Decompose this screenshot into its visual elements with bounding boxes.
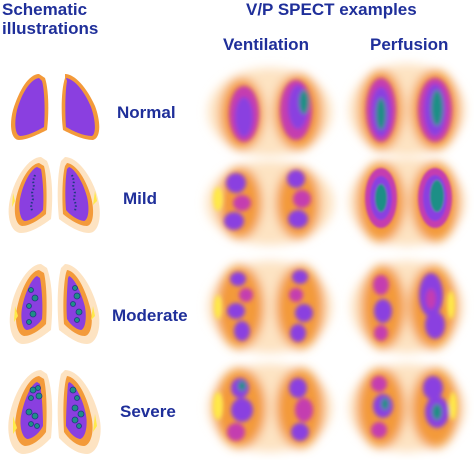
row-label-normal: Normal [117, 103, 176, 122]
perfusion-header: Perfusion [370, 35, 449, 54]
mild-dots-left [29, 174, 36, 212]
schematic-moderate [9, 264, 100, 344]
row-label-severe: Severe [120, 402, 176, 421]
spect-ventilation-mild [206, 161, 334, 245]
moderate-lesions [26, 285, 83, 325]
spect-perfusion-normal [349, 64, 465, 156]
severe-lesions [25, 385, 85, 429]
spect-ventilation-severe [208, 364, 332, 452]
right-lung-inner [65, 78, 95, 136]
schematic-normal [11, 74, 100, 140]
row-label-mild: Mild [123, 189, 157, 208]
row-label-moderate: Moderate [112, 306, 188, 325]
spect-perfusion-severe [349, 364, 465, 452]
spect-ventilation-normal [208, 68, 332, 156]
spect-perfusion-moderate [351, 261, 463, 353]
schematic-header-line2: illustrations [2, 19, 99, 38]
schematic-header-line1: Schematic [2, 0, 88, 19]
schematic-severe [8, 370, 101, 454]
spect-perfusion-mild [349, 158, 465, 246]
ventilation-header: Ventilation [223, 35, 309, 54]
schematic-mild [8, 157, 100, 233]
mild-dots-right [71, 174, 78, 212]
left-lung-inner [15, 78, 45, 136]
spect-header: V/P SPECT examples [246, 0, 417, 19]
schematic-header: Schematic illustrations [2, 0, 98, 38]
spect-ventilation-moderate [208, 261, 332, 353]
